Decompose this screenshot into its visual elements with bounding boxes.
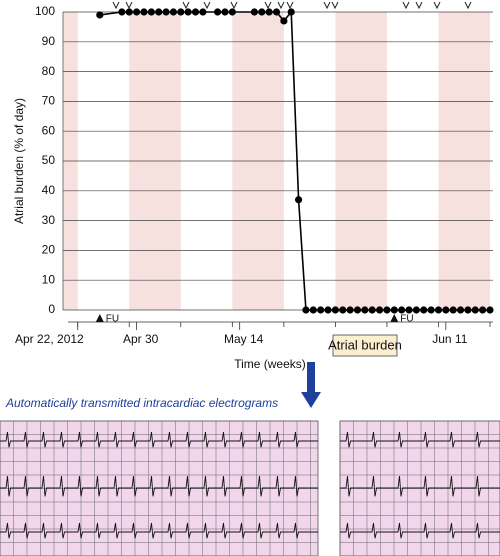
data-point [258,8,266,16]
data-point [346,306,354,314]
transmission-marker [112,1,120,10]
transmission-marker [230,1,238,10]
data-point [412,306,420,314]
data-point [155,8,163,16]
electrograms [0,420,500,556]
data-point [265,8,273,16]
ecg-trace [340,475,500,497]
transmission-marker [415,1,423,10]
x-tick-label: May 14 [224,332,264,346]
data-point [287,8,295,16]
caption: Automatically transmitted intracardiac e… [5,396,278,410]
y-tick-label: 60 [42,123,56,137]
transmission-marker [125,1,133,10]
data-point [383,306,391,314]
data-point [96,11,104,19]
data-point [390,306,398,314]
data-point [353,306,362,314]
x-tick-label: Jun 11 [432,332,467,346]
data-point [375,306,384,314]
data-point [324,306,332,314]
data-point [361,306,369,314]
data-point [147,8,155,16]
y-axis-label: Atrial burden (% of day) [12,98,26,224]
x-tick-label: Apr 22, 2012 [15,332,84,346]
data-point [228,8,236,16]
ecg-trace [0,522,318,539]
data-point [140,8,148,16]
y-tick-label: 30 [42,213,56,227]
x-axis-label: Time (weeks) [234,357,306,371]
data-point [398,306,406,314]
data-point [420,306,428,314]
data-point [118,8,126,16]
data-point [221,8,229,16]
data-point [479,306,487,314]
data-point [405,306,413,314]
transmission-marker [323,1,331,10]
data-point [280,17,288,25]
data-point [272,8,281,16]
y-tick-label: 80 [42,64,56,78]
data-point [214,8,222,16]
data-point [184,8,192,16]
transmission-marker [464,1,472,10]
ecg-trace [0,431,318,448]
arrow [301,362,321,408]
transmission-marker [182,1,190,10]
y-tick-label: 40 [42,183,56,197]
label-box [332,334,398,357]
y-tick-label: 10 [42,272,56,286]
annotation-marker [95,314,104,322]
transmission-marker [286,1,294,10]
transmission-marker [331,1,339,10]
annotation-label: FU [106,314,119,325]
marks [95,1,494,322]
data-point [456,306,465,314]
grid [62,11,493,330]
data-point [339,306,347,314]
data-point [486,306,494,314]
data-point [302,306,310,314]
data-point [169,8,178,16]
data-point [250,8,259,16]
y-tick-label: 70 [42,94,56,108]
data-point [309,306,317,314]
x-tick-label: Apr 30 [123,332,159,346]
box-label: Atrial burden [328,337,402,352]
transmission-marker [264,1,272,10]
y-tick-label: 100 [35,4,55,18]
data-point [191,8,200,16]
data-point [331,306,339,314]
y-tick-label: 50 [42,153,56,167]
data-point [464,306,472,314]
annotation-label: FU [400,314,413,325]
data-point [368,306,376,314]
data-point [442,306,450,314]
ecg-trace [0,475,318,497]
ecg-trace [340,522,500,539]
data-point [427,306,435,314]
transmission-marker [203,1,211,10]
data-point [317,306,325,314]
annotation-marker [390,314,399,322]
data-point [133,8,141,16]
transmission-marker [402,1,410,10]
ecg-trace [340,431,500,448]
transmission-marker [277,1,285,10]
data-point [449,306,457,314]
data-point [177,8,185,16]
data-point [471,306,479,314]
data-point [162,8,170,16]
data-point [199,8,207,16]
data-point [294,196,303,204]
y-tick-label: 0 [48,302,55,316]
data-point [125,8,133,16]
y-tick-label: 90 [42,34,56,48]
data-point [434,306,443,314]
y-tick-label: 20 [42,243,56,257]
transmission-marker [433,1,441,10]
